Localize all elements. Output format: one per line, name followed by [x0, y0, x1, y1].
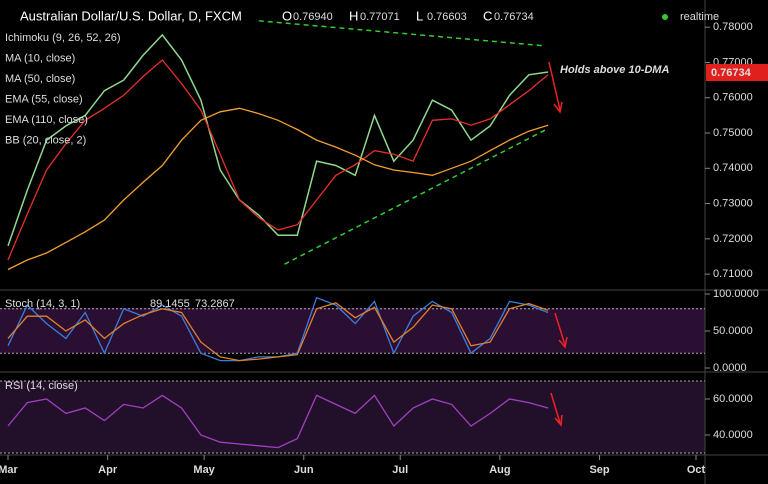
indicator-label: MA (10, close) — [5, 52, 75, 64]
y-tick-label: 40.0000 — [713, 429, 753, 441]
indicator-label: BB (20, close, 2) — [5, 134, 86, 146]
realtime-dot — [662, 14, 668, 20]
ohlc-value: 0.76940 — [293, 11, 333, 23]
x-tick-label: Apr — [98, 464, 118, 476]
y-tick-label: 0.0000 — [713, 362, 747, 374]
x-tick-label: Jun — [294, 464, 314, 476]
y-tick-label: 0.72000 — [713, 233, 753, 245]
ohlc-value: 0.77071 — [360, 11, 400, 23]
y-tick-label: 0.73000 — [713, 197, 753, 209]
x-tick-label: Oct — [687, 464, 706, 476]
y-tick-label: 50.0000 — [713, 325, 753, 337]
arrow — [548, 61, 563, 114]
y-tick-label: 100.0000 — [713, 288, 759, 300]
x-tick-label: Jul — [392, 464, 408, 476]
ohlc-key: C — [483, 8, 492, 23]
series-line — [7, 59, 549, 261]
arrow — [554, 312, 568, 349]
indicator-label: MA (50, close) — [5, 73, 75, 85]
labels: Australian Dollar/U.S. Dollar, D, FXCM r… — [5, 8, 768, 427]
y-tick-label: 0.71000 — [713, 268, 753, 280]
price-tag — [706, 64, 768, 81]
ohlc-value: 0.76734 — [494, 11, 534, 23]
ohlc-key: O — [282, 8, 292, 23]
chart-title: Australian Dollar/U.S. Dollar, D, FXCM — [20, 8, 242, 23]
y-tick-label: 0.78000 — [713, 21, 753, 33]
ohlc-key: L — [416, 8, 423, 23]
marks: 0.71000 0.72000 0.73000 0.74000 0.75000 0.760… — [0, 20, 759, 476]
stoch-band — [0, 308, 705, 353]
x-tick-label: Sep — [589, 464, 609, 476]
series-line — [7, 394, 549, 449]
ohlc-key: H — [349, 8, 358, 23]
trendline — [284, 129, 546, 265]
y-tick-label: 0.75000 — [713, 127, 753, 139]
arrow — [550, 392, 563, 427]
y-tick-label: 0.74000 — [713, 162, 753, 174]
realtime: realtime — [680, 11, 719, 23]
readout: 89.1455 — [150, 298, 190, 310]
x-tick-label: Mar — [0, 464, 18, 476]
indicator-label: EMA (55, close) — [5, 93, 83, 105]
rsi-band — [0, 381, 705, 453]
indicator-label: Ichimoku (9, 26, 52, 26) — [5, 32, 121, 44]
series-line — [7, 302, 549, 362]
x-tick-label: Aug — [489, 464, 510, 476]
y-tick-label: 0.77000 — [713, 56, 753, 68]
y-tick-label: 60.0000 — [713, 393, 753, 405]
series-line — [7, 107, 549, 271]
panel-title: Stoch (14, 3, 1) — [5, 298, 80, 310]
readout: 73.2867 — [195, 298, 235, 310]
price-tag-label: 0.76734 — [711, 67, 752, 79]
series-line — [7, 33, 549, 247]
trendline — [258, 20, 545, 47]
x-tick-label: May — [193, 464, 215, 476]
y-tick-label: 0.76000 — [713, 92, 753, 104]
panel-title: RSI (14, close) — [5, 380, 78, 392]
indicator-label: EMA (110, close) — [5, 114, 88, 126]
annotation: Holds above 10-DMA — [560, 64, 669, 76]
ohlc-value: 0.76603 — [427, 11, 467, 23]
